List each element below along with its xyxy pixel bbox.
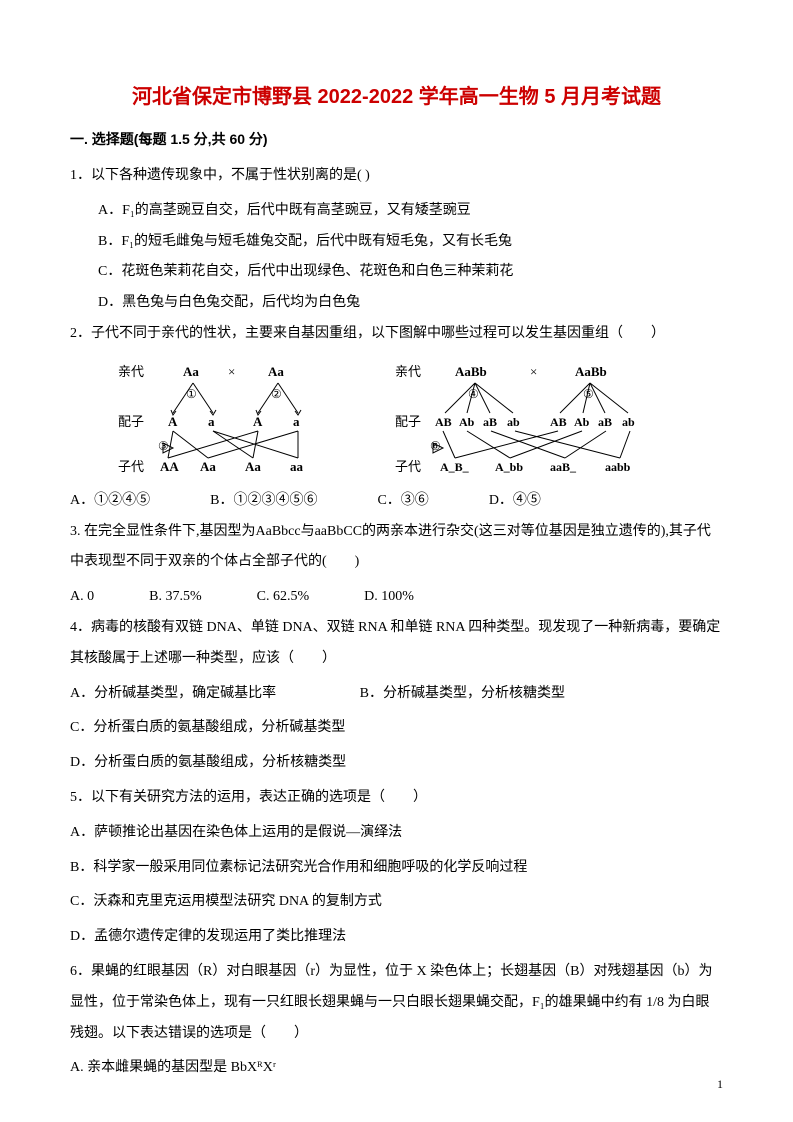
svg-text:aaB_: aaB_ xyxy=(550,460,577,474)
question-1-option-d: D．黑色兔与白色兔交配，后代均为白色兔 xyxy=(70,288,723,319)
question-5-option-a: A．萨顿推论出基因在染色体上运用的是假说—演绎法 xyxy=(70,818,723,849)
question-2-option-c: C．③⑥ xyxy=(377,486,428,517)
question-3-option-d: D. 100% xyxy=(364,582,414,613)
question-2-option-b: B．①②③④⑤⑥ xyxy=(210,486,317,517)
svg-text:A_bb: A_bb xyxy=(495,460,523,474)
question-4-option-c: C．分析蛋白质的氨基酸组成，分析碱基类型 xyxy=(70,713,723,744)
svg-text:子代: 子代 xyxy=(395,459,421,474)
svg-text:A: A xyxy=(253,414,263,429)
question-2-option-d: D．④⑤ xyxy=(489,486,541,517)
svg-text:×: × xyxy=(228,364,235,379)
page-number: 1 xyxy=(717,1077,723,1092)
svg-text:亲代: 亲代 xyxy=(118,364,144,379)
question-4-option-a: A．分析碱基类型，确定碱基比率 xyxy=(70,686,276,701)
genetics-diagram-container: 亲代 Aa × Aa ① ② 配子 A a A a ③ 子代 AA Aa Aa … xyxy=(70,358,723,478)
svg-text:子代: 子代 xyxy=(118,459,144,474)
genetics-diagram-left: 亲代 Aa × Aa ① ② 配子 A a A a ③ 子代 AA Aa Aa … xyxy=(108,358,348,478)
question-6-stem: 6．果蝇的红眼基因（R）对白眼基因（r）为显性，位于 X 染色体上；长翅基因（B… xyxy=(70,957,723,1049)
question-1-option-b: B．F₁的短毛雌兔与短毛雄兔交配，后代中既有短毛兔，又有长毛兔 xyxy=(70,227,723,258)
svg-text:①: ① xyxy=(186,387,197,401)
svg-text:AA: AA xyxy=(160,459,179,474)
svg-text:ab: ab xyxy=(622,415,635,429)
svg-text:aB: aB xyxy=(598,415,612,429)
question-1-stem: 1．以下各种遗传现象中，不属于性状别离的是( ) xyxy=(70,161,723,192)
svg-text:配子: 配子 xyxy=(118,414,144,429)
svg-text:AB: AB xyxy=(435,415,452,429)
svg-text:Ab: Ab xyxy=(574,415,590,429)
question-3-option-c: C. 62.5% xyxy=(257,582,310,613)
svg-text:ab: ab xyxy=(507,415,520,429)
question-2-stem: 2．子代不同于亲代的性状，主要来自基因重组，以下图解中哪些过程可以发生基因重组（… xyxy=(70,319,723,350)
question-3-option-a: A. 0 xyxy=(70,582,94,613)
question-4-options-ab: A．分析碱基类型，确定碱基比率 B．分析碱基类型，分析核糖类型 xyxy=(70,679,723,710)
svg-text:AaBb: AaBb xyxy=(575,364,607,379)
svg-text:A: A xyxy=(168,414,178,429)
svg-text:a: a xyxy=(293,414,300,429)
question-6-option-a: A. 亲本雌果蝇的基因型是 BbXᴿXʳ xyxy=(70,1053,723,1084)
svg-text:②: ② xyxy=(271,387,282,401)
question-2-options: A．①②④⑤ B．①②③④⑤⑥ C．③⑥ D．④⑤ xyxy=(70,486,723,517)
svg-text:Aa: Aa xyxy=(200,459,216,474)
question-5-option-d: D．孟德尔遗传定律的发现运用了类比推理法 xyxy=(70,922,723,953)
question-5-option-c: C．沃森和克里克运用模型法研究 DNA 的复制方式 xyxy=(70,887,723,918)
question-3-option-b: B. 37.5% xyxy=(149,582,202,613)
svg-text:AB: AB xyxy=(550,415,567,429)
question-4-option-d: D．分析蛋白质的氨基酸组成，分析核糖类型 xyxy=(70,748,723,779)
question-3-stem: 3. 在完全显性条件下,基因型为AaBbcc与aaBbCC的两亲本进行杂交(这三… xyxy=(70,517,723,579)
svg-text:Ab: Ab xyxy=(459,415,475,429)
question-4-option-b: B．分析碱基类型，分析核糖类型 xyxy=(360,686,565,701)
svg-text:亲代: 亲代 xyxy=(395,364,421,379)
exam-title: 河北省保定市博野县 2022-2022 学年高一生物 5 月月考试题 xyxy=(70,80,723,109)
question-4-stem: 4．病毒的核酸有双链 DNA、单链 DNA、双链 RNA 和单链 RNA 四种类… xyxy=(70,613,723,675)
svg-text:aa: aa xyxy=(290,459,304,474)
question-5-stem: 5．以下有关研究方法的运用，表达正确的选项是（ ） xyxy=(70,783,723,814)
svg-text:Aa: Aa xyxy=(245,459,261,474)
svg-text:Aa: Aa xyxy=(268,364,284,379)
question-3-options: A. 0 B. 37.5% C. 62.5% D. 100% xyxy=(70,582,723,613)
svg-text:aB: aB xyxy=(483,415,497,429)
svg-text:a: a xyxy=(208,414,215,429)
svg-text:AaBb: AaBb xyxy=(455,364,487,379)
question-1-option-c: C．花斑色茉莉花自交，后代中出现绿色、花斑色和白色三种茉莉花 xyxy=(70,257,723,288)
svg-text:配子: 配子 xyxy=(395,414,421,429)
svg-text:A_B_: A_B_ xyxy=(440,460,470,474)
svg-text:Aa: Aa xyxy=(183,364,199,379)
genetics-diagram-right: 亲代 AaBb × AaBb ④ ⑤ 配子 AB Ab aB ab AB Ab … xyxy=(385,358,685,478)
question-5-option-b: B．科学家一般采用同位素标记法研究光合作用和细胞呼吸的化学反响过程 xyxy=(70,853,723,884)
svg-text:×: × xyxy=(530,364,537,379)
question-1-option-a: A．F₁的高茎豌豆自交，后代中既有高茎豌豆，又有矮茎豌豆 xyxy=(70,196,723,227)
svg-text:aabb: aabb xyxy=(605,460,631,474)
question-2-option-a: A．①②④⑤ xyxy=(70,486,150,517)
section-header: 一. 选择题(每题 1.5 分,共 60 分) xyxy=(70,129,723,149)
